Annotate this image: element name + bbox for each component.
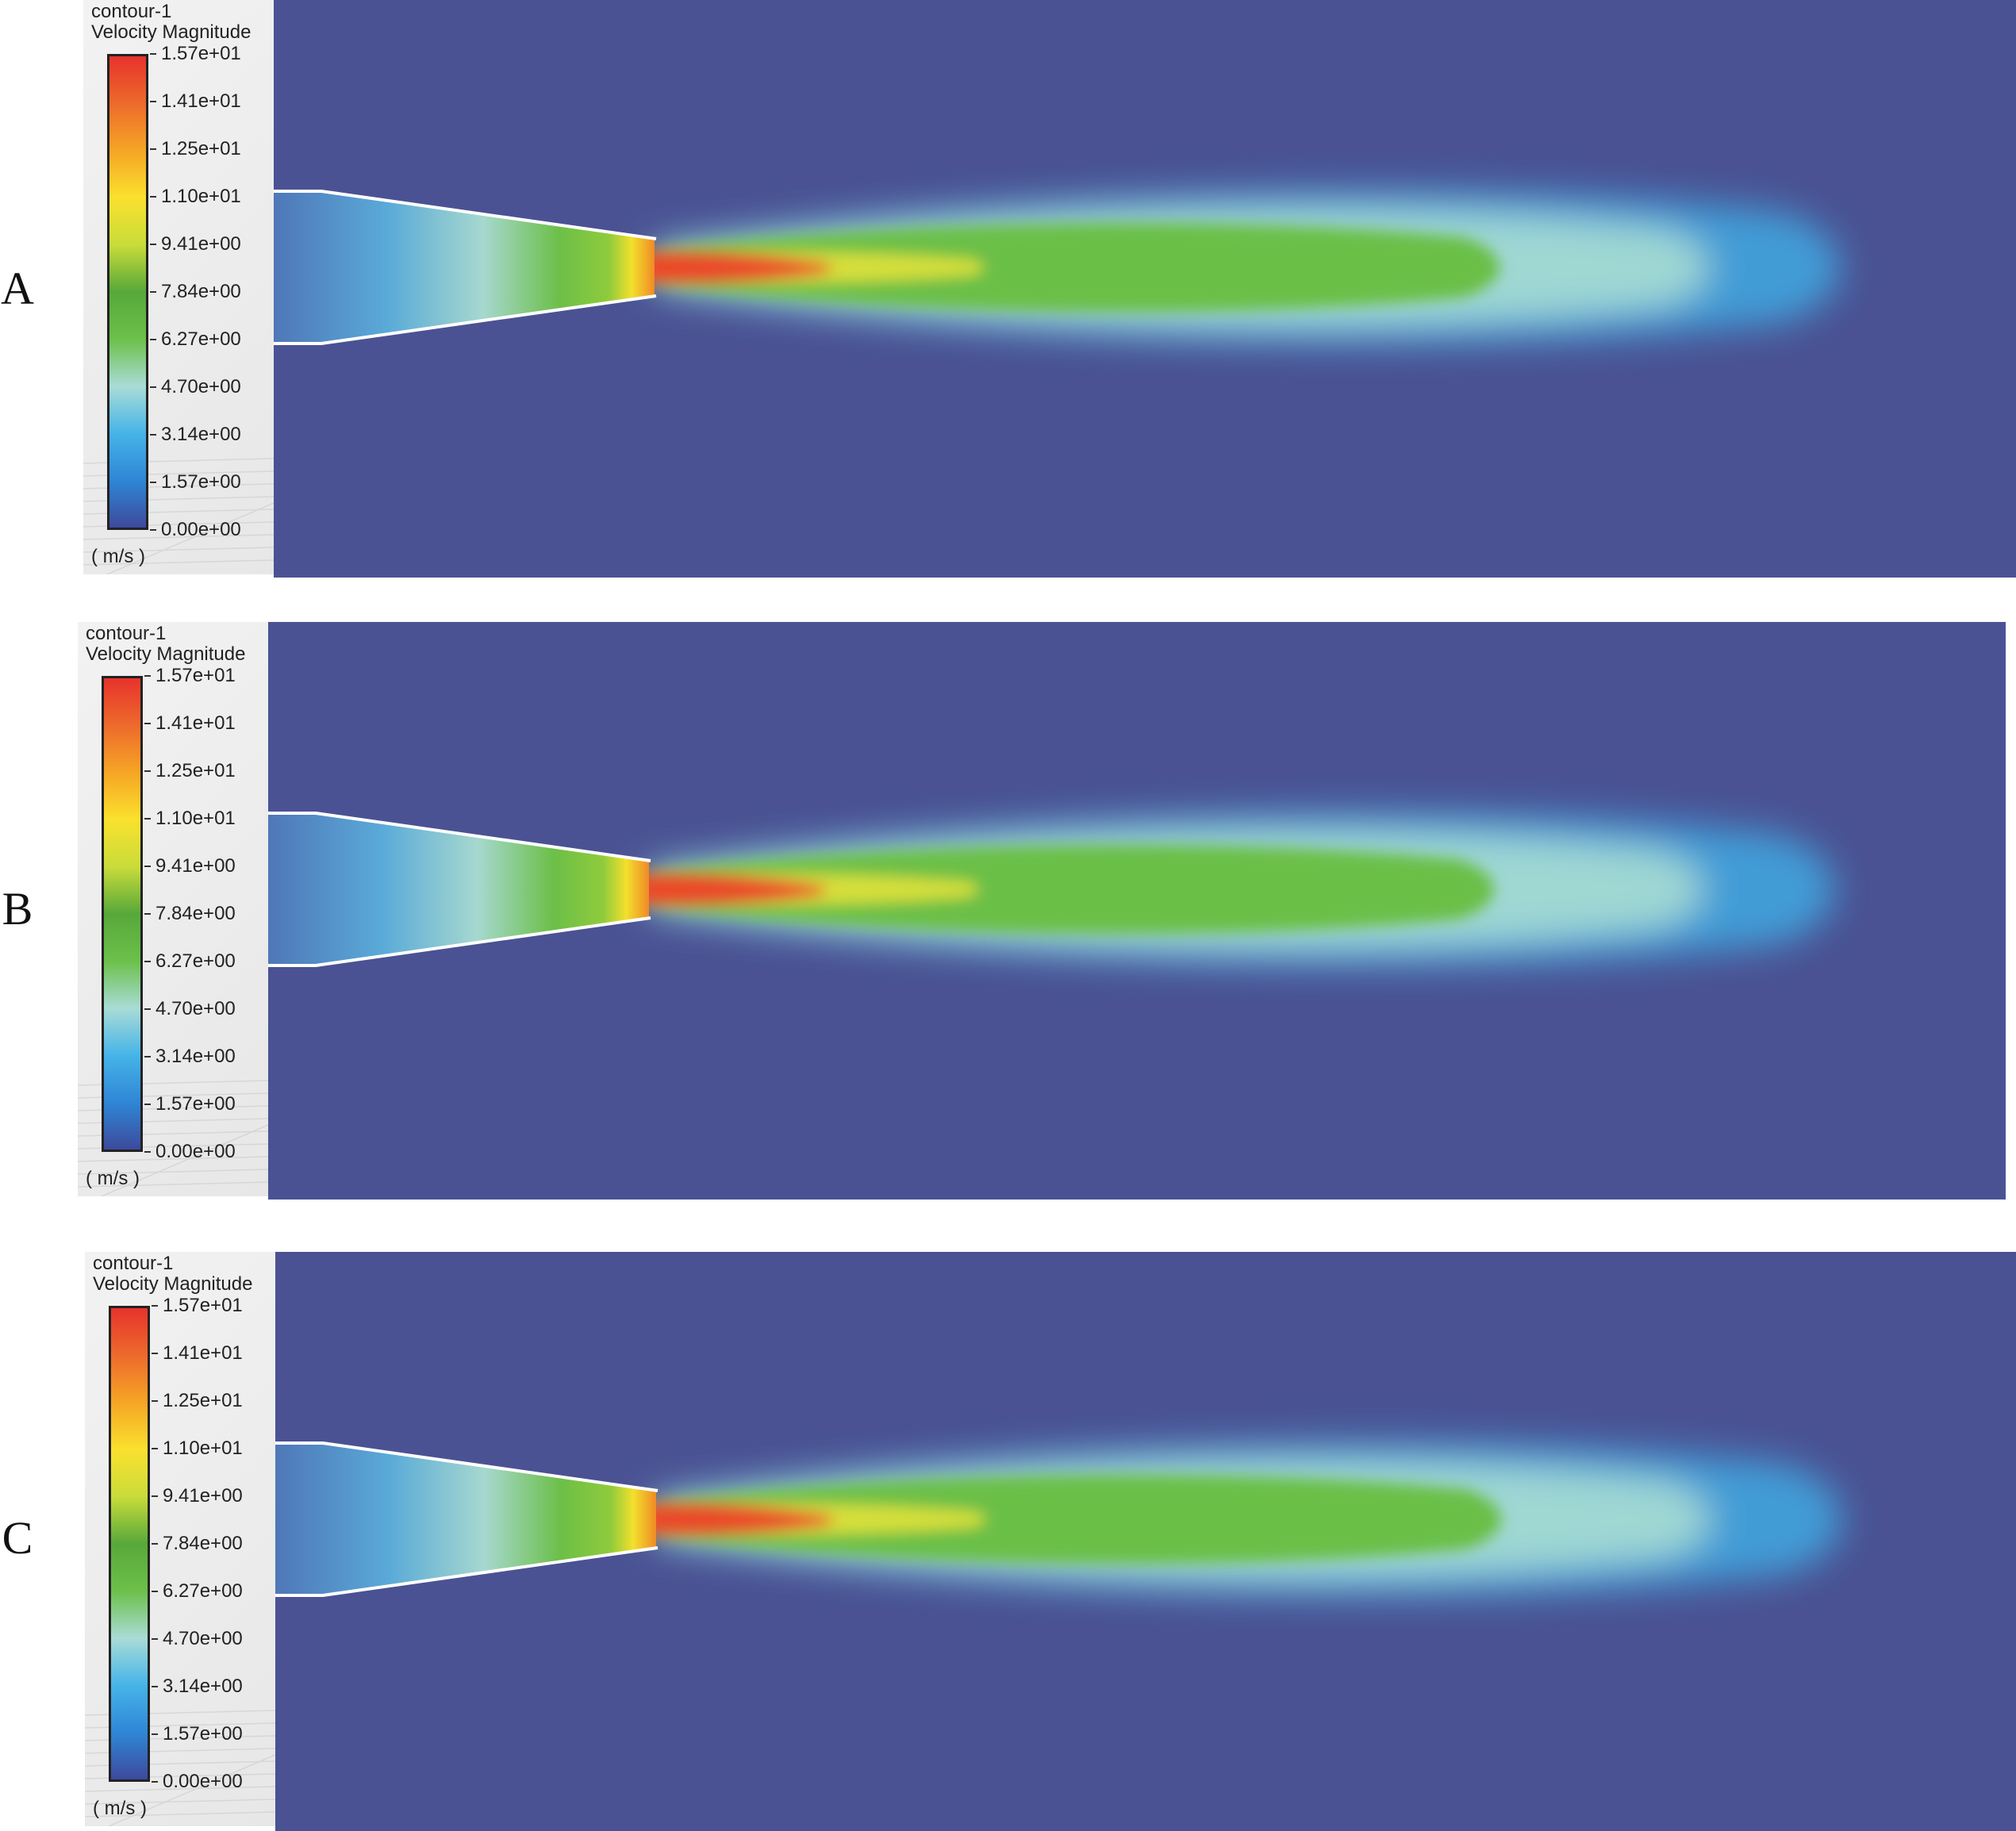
unit-label: ( m/s ) [86, 1168, 140, 1189]
colorbar-tick-mark [152, 1543, 158, 1545]
colorbar-tick-mark [144, 913, 151, 915]
colorbar-tick-mark [144, 1008, 151, 1010]
contour-plot-a [274, 0, 2016, 578]
colorbar [107, 54, 148, 530]
colorbar-tick-label: 1.25e+01 [156, 760, 236, 781]
colorbar-tick-label: 3.14e+00 [161, 424, 241, 445]
colorbar-tick-mark [152, 1781, 158, 1783]
colorbar-tick-mark [144, 1056, 151, 1058]
colorbar-tick-mark [150, 339, 156, 340]
colorbar-tick-label: 6.27e+00 [156, 950, 236, 972]
colorbar-tick-mark [144, 818, 151, 820]
unit-label: ( m/s ) [93, 1798, 147, 1819]
colorbar-tick-label: 4.70e+00 [161, 376, 241, 397]
colorbar-tick-mark [150, 196, 156, 198]
colorbar-tick-label: 7.84e+00 [161, 281, 241, 302]
colorbar-tick-mark [144, 1104, 151, 1105]
velocity-field [275, 1252, 2016, 1831]
colorbar-tick-mark [144, 770, 151, 772]
colorbar-tick-mark [144, 866, 151, 867]
colorbar-tick-mark [152, 1686, 158, 1687]
colorbar-tick-label: 1.57e+00 [156, 1093, 236, 1115]
contour-plot-c [275, 1252, 2016, 1831]
nozzle-wall-top [268, 812, 651, 862]
contour-plot-b [268, 622, 2006, 1200]
colorbar-tick-mark [144, 723, 151, 724]
nozzle-wall-top [274, 190, 657, 240]
colorbar-tick-mark [152, 1448, 158, 1449]
colorbar-tick-mark [150, 244, 156, 245]
colorbar-tick-mark [150, 482, 156, 483]
colorbar-tick-mark [150, 101, 156, 102]
colorbar-tick-label: 6.27e+00 [161, 328, 241, 350]
colorbar-tick-mark [150, 529, 156, 531]
velocity-field [274, 0, 2016, 578]
legend-title-contour: contour-1 [91, 1, 172, 22]
colorbar [109, 1306, 150, 1782]
colorbar-tick-label: 3.14e+00 [163, 1676, 243, 1697]
panel-label-b: B [2, 883, 33, 935]
panel-label-a: A [1, 263, 34, 314]
nozzle-interior [274, 191, 655, 344]
legend-title-quantity: Velocity Magnitude [91, 21, 252, 43]
colorbar-tick-mark [152, 1353, 158, 1354]
colorbar-tick-label: 0.00e+00 [161, 519, 241, 540]
colorbar-tick-label: 1.10e+01 [156, 808, 236, 829]
colorbar-tick-mark [152, 1305, 158, 1307]
legend-title-contour: contour-1 [86, 623, 167, 644]
colorbar-tick-mark [152, 1495, 158, 1497]
colorbar-tick-label: 1.41e+01 [156, 712, 236, 734]
colorbar-tick-mark [152, 1400, 158, 1402]
legend-title-contour: contour-1 [93, 1253, 174, 1274]
colorbar-tick-label: 1.10e+01 [163, 1438, 243, 1459]
colorbar-tick-label: 1.57e+01 [161, 43, 241, 64]
colorbar-tick-mark [150, 53, 156, 55]
colorbar-tick-label: 1.25e+01 [163, 1390, 243, 1411]
colorbar-tick-label: 1.10e+01 [161, 186, 241, 207]
colorbar-tick-label: 9.41e+00 [156, 855, 236, 877]
colorbar-tick-label: 1.57e+00 [163, 1723, 243, 1745]
nozzle-wall-bottom [275, 1546, 659, 1597]
colorbar-tick-mark [144, 961, 151, 962]
colorbar-tick-label: 1.57e+01 [163, 1295, 243, 1316]
colorbar-tick-mark [150, 434, 156, 436]
nozzle-wall-bottom [274, 294, 657, 345]
colorbar-tick-label: 1.41e+01 [161, 90, 241, 112]
legend-title-quantity: Velocity Magnitude [86, 643, 246, 665]
legend-c: contour-1 Velocity Magnitude 1.57e+01 1.4… [85, 1252, 275, 1826]
colorbar-tick-mark [144, 675, 151, 677]
colorbar-tick-label: 1.57e+01 [156, 665, 236, 686]
nozzle-interior [268, 813, 649, 965]
legend-b: contour-1 Velocity Magnitude 1.57e+01 1.4… [78, 622, 268, 1196]
colorbar-tick-label: 7.84e+00 [156, 903, 236, 924]
colorbar-tick-mark [150, 386, 156, 388]
colorbar-tick-label: 1.25e+01 [161, 138, 241, 159]
velocity-field [268, 622, 2006, 1200]
colorbar-tick-label: 3.14e+00 [156, 1046, 236, 1067]
legend-title-quantity: Velocity Magnitude [93, 1273, 253, 1295]
nozzle-wall-top [275, 1441, 659, 1492]
nozzle-wall-bottom [268, 916, 651, 967]
colorbar-tick-label: 1.57e+00 [161, 471, 241, 493]
colorbar-tick-label: 0.00e+00 [156, 1141, 236, 1162]
panel-label-c: C [2, 1512, 33, 1564]
colorbar-tick-mark [152, 1638, 158, 1640]
colorbar-tick-label: 9.41e+00 [161, 233, 241, 255]
colorbar-tick-mark [152, 1733, 158, 1735]
colorbar-tick-mark [152, 1591, 158, 1592]
legend-a: contour-1 Velocity Magnitude 1.57e+01 1.4… [83, 0, 274, 574]
colorbar-tick-label: 6.27e+00 [163, 1580, 243, 1602]
unit-label: ( m/s ) [91, 546, 145, 567]
colorbar [102, 676, 143, 1152]
colorbar-tick-label: 4.70e+00 [156, 998, 236, 1019]
colorbar-tick-label: 9.41e+00 [163, 1485, 243, 1507]
colorbar-tick-label: 1.41e+01 [163, 1342, 243, 1364]
colorbar-tick-label: 7.84e+00 [163, 1533, 243, 1554]
colorbar-tick-label: 0.00e+00 [163, 1771, 243, 1792]
colorbar-tick-mark [144, 1151, 151, 1153]
nozzle-interior [275, 1443, 656, 1595]
colorbar-tick-mark [150, 291, 156, 293]
colorbar-tick-label: 4.70e+00 [163, 1628, 243, 1649]
colorbar-tick-mark [150, 148, 156, 150]
